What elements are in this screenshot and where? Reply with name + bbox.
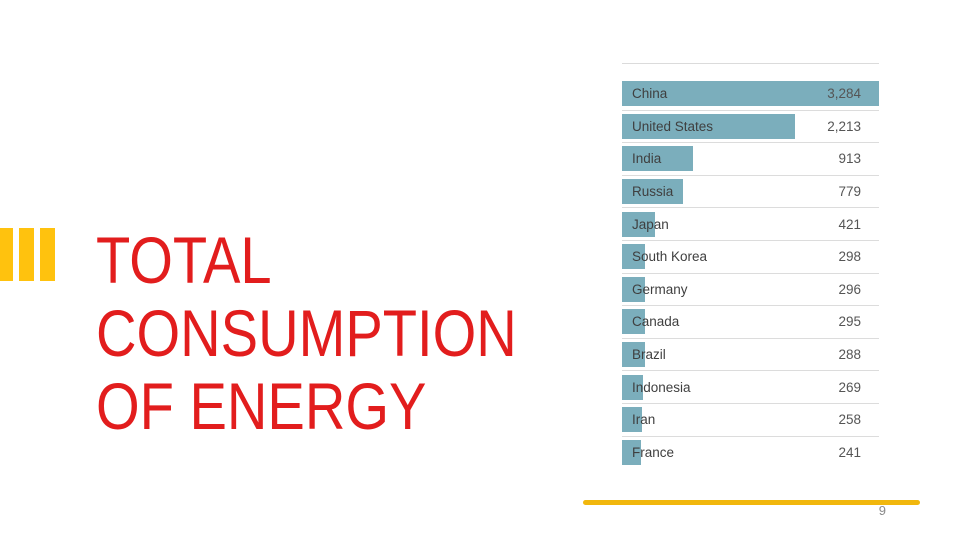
accent-bar xyxy=(19,228,34,281)
category-label: Japan xyxy=(632,216,669,232)
category-label: Canada xyxy=(632,314,680,330)
slide-title: TOTAL CONSUMPTION OF ENERGY xyxy=(96,224,517,443)
bar-iran xyxy=(622,407,643,433)
title-accent-bars xyxy=(0,228,55,281)
value-label: 3,284 xyxy=(827,86,861,102)
category-label: France xyxy=(632,444,675,460)
energy-consumption-bar-chart: China 3,284 United States 2,213 India 913 Russ… xyxy=(622,63,879,469)
category-label: Indonesia xyxy=(632,379,691,395)
category-label: Brazil xyxy=(632,346,666,362)
bar-south-korea xyxy=(622,244,646,270)
bar-brazil xyxy=(622,341,645,367)
bar-united-states xyxy=(622,113,796,139)
value-label: 421 xyxy=(838,216,861,232)
bar-china xyxy=(622,81,879,107)
chart-row: Indonesia 269 xyxy=(622,371,879,404)
chart-row: Canada 295 xyxy=(622,306,879,339)
value-label: 779 xyxy=(838,183,861,199)
chart-row: Iran 258 xyxy=(622,404,879,437)
category-label: United States xyxy=(632,118,714,134)
value-label: 298 xyxy=(838,249,861,265)
chart-row: United States 2,213 xyxy=(622,111,879,144)
accent-bar xyxy=(40,228,55,281)
value-label: 258 xyxy=(838,412,861,428)
chart-row: Germany 296 xyxy=(622,274,879,307)
slide-title-line: CONSUMPTION xyxy=(96,296,517,370)
value-label: 269 xyxy=(838,379,861,395)
chart-row: Brazil 288 xyxy=(622,339,879,372)
slide-title-line: OF ENERGY xyxy=(96,369,427,443)
value-label: 241 xyxy=(838,444,861,460)
slide-page-number: 9 xyxy=(878,503,886,518)
category-label: Iran xyxy=(632,412,656,428)
value-label: 913 xyxy=(838,151,861,167)
value-label: 295 xyxy=(838,314,861,330)
category-label: India xyxy=(632,151,662,167)
bar-russia xyxy=(622,178,683,204)
value-label: 288 xyxy=(838,346,861,362)
bar-canada xyxy=(622,309,646,335)
chart-row: Russia 779 xyxy=(622,176,879,209)
chart-row: France 241 xyxy=(622,437,879,470)
footer-accent-line xyxy=(583,500,920,505)
value-label: 296 xyxy=(838,281,861,297)
bar-france xyxy=(622,439,641,465)
slide-title-line: TOTAL xyxy=(96,223,272,297)
chart-row: China 3,284 xyxy=(622,78,879,111)
category-label: Germany xyxy=(632,281,688,297)
category-label: Russia xyxy=(632,183,674,199)
bar-germany xyxy=(622,276,646,302)
chart-row: Japan 421 xyxy=(622,208,879,241)
accent-bar xyxy=(0,228,13,281)
chart-row: South Korea 298 xyxy=(622,241,879,274)
bar-japan xyxy=(622,211,655,237)
bar-india xyxy=(622,146,694,172)
category-label: China xyxy=(632,86,668,102)
value-label: 2,213 xyxy=(827,118,861,134)
bar-indonesia xyxy=(622,374,644,400)
chart-row: India 913 xyxy=(622,143,879,176)
category-label: South Korea xyxy=(632,249,708,265)
